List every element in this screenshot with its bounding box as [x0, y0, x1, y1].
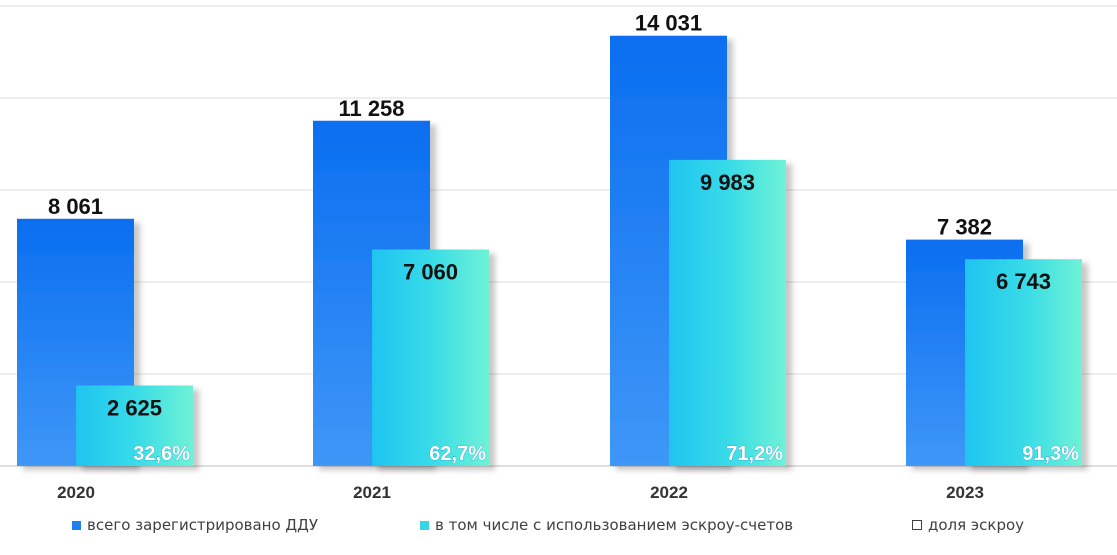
- data-label-total-2023: 7 382: [937, 215, 992, 240]
- x-tick-label-2023: 2023: [946, 483, 984, 502]
- legend-item-total: всего зарегистрировано ДДУ: [72, 516, 318, 534]
- data-label-total-2020: 8 061: [48, 194, 103, 219]
- data-label-share-2021: 62,7%: [429, 443, 486, 465]
- legend-item-escrow: в том числе с использованием эскроу-счет…: [420, 516, 793, 534]
- legend-item-share: доля эскроу: [912, 516, 1024, 534]
- legend-label-share: доля эскроу: [928, 516, 1025, 534]
- data-label-total-2021: 11 258: [338, 96, 404, 121]
- data-label-escrow-2022: 9 983: [700, 170, 755, 195]
- data-label-total-2022: 14 031: [635, 11, 702, 36]
- data-label-share-2023: 91,3%: [1022, 443, 1079, 465]
- bar-escrow-2023: [965, 259, 1082, 466]
- x-axis-tick-labels: 2020 2021 2022 2023: [57, 483, 984, 502]
- bars-group: [17, 35, 1082, 466]
- x-tick-label-2022: 2022: [650, 483, 688, 502]
- legend-swatch-escrow: [420, 520, 429, 530]
- bar-escrow-2022: [669, 159, 786, 466]
- legend-swatch-share: [912, 520, 922, 530]
- bar-chart: 8 061 2 625 32,6% 11 258 7 060 62,7% 14 031 9 9…: [0, 5, 1117, 502]
- legend-swatch-total: [72, 520, 81, 530]
- legend-label-total: всего зарегистрировано ДДУ: [87, 516, 319, 534]
- data-labels: 8 061 2 625 32,6% 11 258 7 060 62,7% 14 031 9 9…: [48, 11, 1080, 466]
- data-label-share-2022: 71,2%: [726, 443, 783, 465]
- legend: всего зарегистрировано ДДУ в том числе с…: [0, 516, 1117, 538]
- legend-label-escrow: в том числе с использованием эскроу-счет…: [435, 516, 794, 534]
- bar-escrow-2020: [76, 385, 193, 466]
- data-label-share-2020: 32,6%: [133, 443, 190, 465]
- bar-escrow-2021: [372, 249, 489, 466]
- x-tick-label-2021: 2021: [353, 483, 391, 502]
- data-label-escrow-2020: 2 625: [107, 396, 162, 421]
- data-label-escrow-2021: 7 060: [403, 259, 458, 284]
- data-label-escrow-2023: 6 743: [996, 269, 1051, 294]
- x-tick-label-2020: 2020: [57, 483, 95, 502]
